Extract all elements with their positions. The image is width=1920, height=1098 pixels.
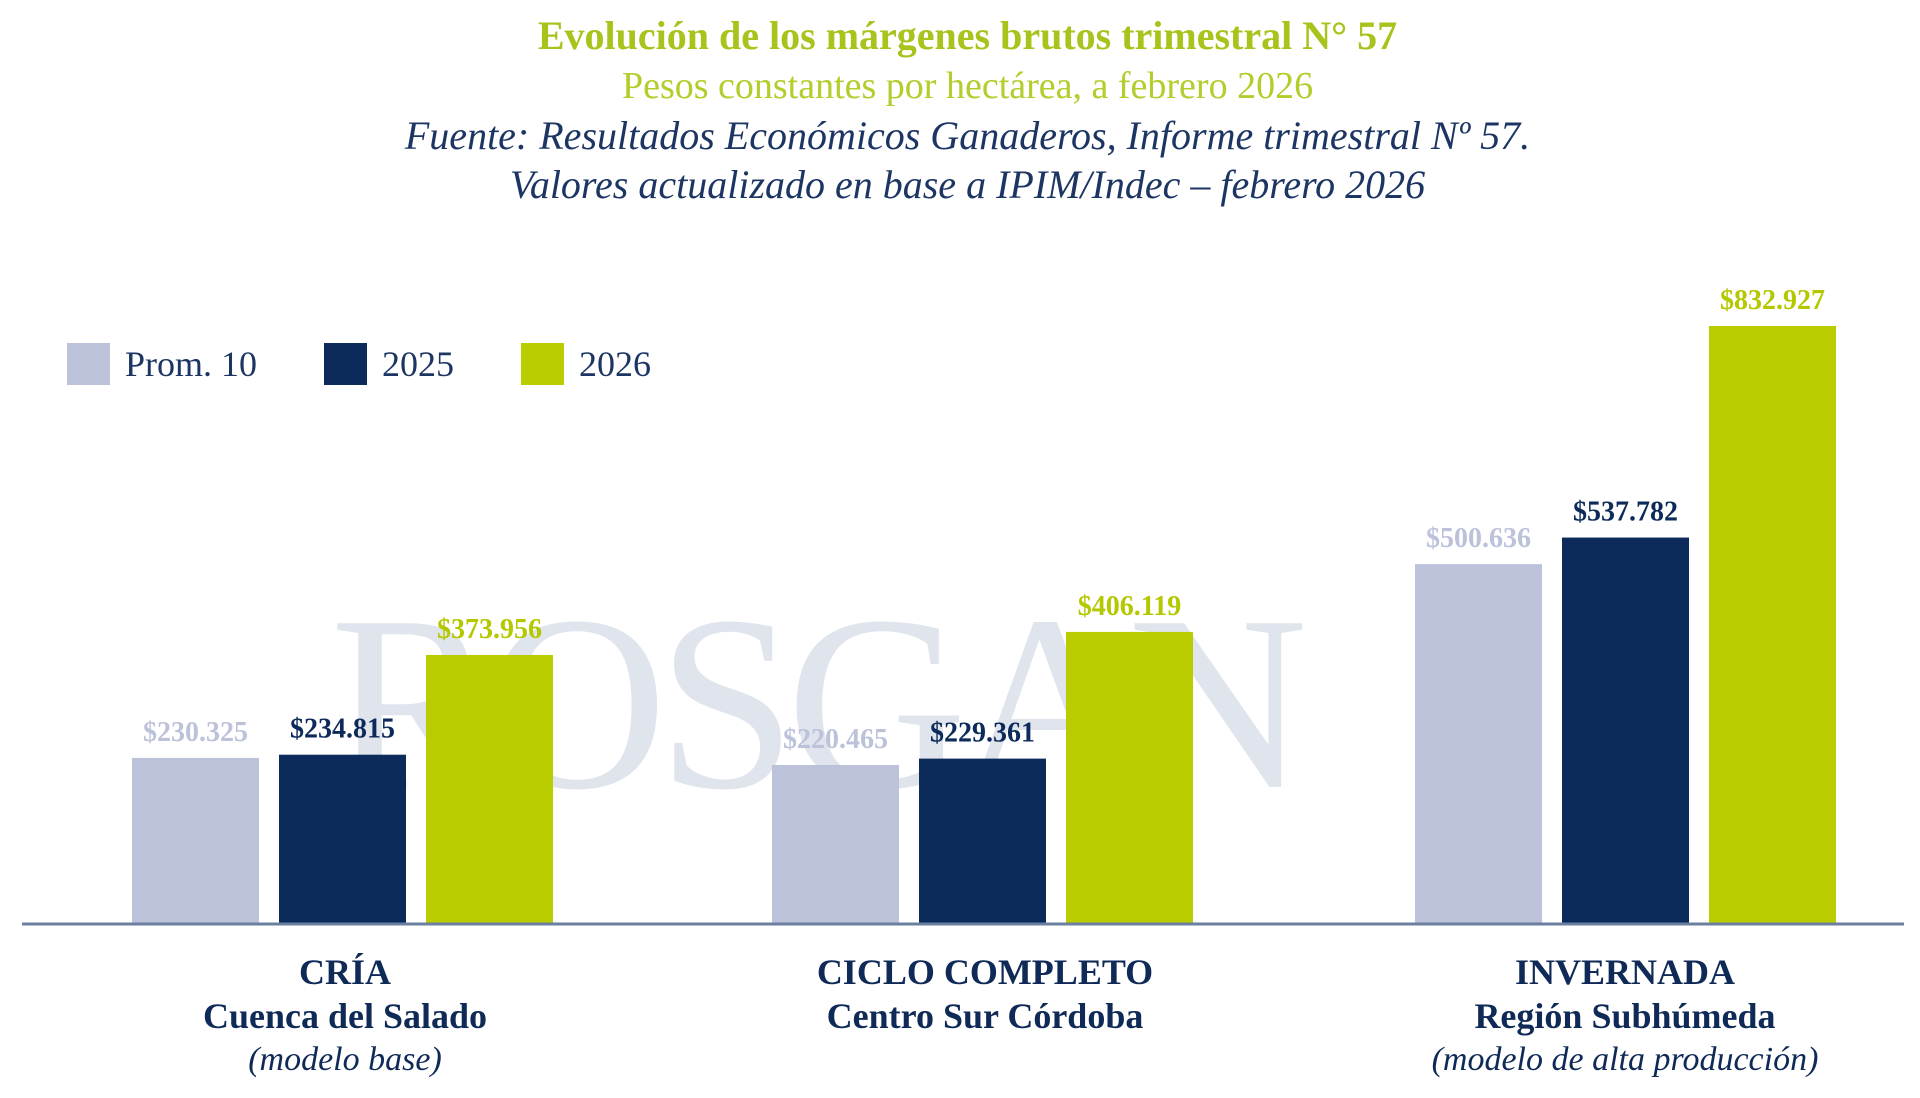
category-name: CRÍA [298, 952, 391, 992]
legend-swatch [324, 343, 367, 385]
category-name: INVERNADA [1514, 952, 1735, 992]
legend-item-2025: 2025 [324, 343, 454, 385]
category-region: Región Subhúmeda [1474, 996, 1776, 1036]
data-label: $832.927 [1720, 285, 1825, 316]
data-label: $537.782 [1573, 497, 1678, 528]
category-name: CICLO COMPLETO [816, 952, 1154, 992]
bar-2025-2 [1562, 537, 1689, 923]
legend-item-2026: 2026 [521, 343, 651, 385]
bar-2026-1 [1066, 631, 1193, 923]
category-label-ciclo-completo: CICLO COMPLETO Centro Sur Córdoba [665, 950, 1305, 1038]
data-label: $220.465 [783, 724, 888, 755]
data-label: $229.361 [930, 718, 1035, 749]
bar-2026-2 [1709, 326, 1836, 923]
bar-2025-0 [279, 754, 406, 923]
category-model: (modelo base) [248, 1041, 442, 1078]
legend-item-prom10: Prom. 10 [67, 343, 257, 385]
category-label-cria: CRÍA Cuenca del Salado (modelo base) [25, 950, 665, 1082]
bar-prom10-0 [132, 757, 259, 923]
data-label: $373.956 [437, 614, 542, 645]
bar-2025-1 [919, 758, 1046, 923]
category-region: Centro Sur Córdoba [826, 996, 1144, 1036]
data-label: $500.636 [1426, 523, 1531, 554]
legend-swatch [67, 343, 110, 385]
legend-label: Prom. 10 [125, 344, 258, 384]
data-label: $234.815 [290, 714, 395, 745]
legend-label: 2025 [382, 344, 454, 384]
data-label: $406.119 [1078, 591, 1181, 622]
legend-label: 2026 [579, 344, 651, 384]
bar-prom10-1 [772, 764, 899, 923]
category-model: (modelo de alta producción) [1431, 1041, 1819, 1078]
bar-2026-0 [426, 654, 553, 923]
chart-title: Evolución de los márgenes brutos trimest… [537, 13, 1398, 58]
source-note: Fuente: Resultados Económicos Ganaderos,… [404, 113, 1531, 158]
legend-swatch [521, 343, 564, 385]
chart-subtitle: Pesos constantes por hectárea, a febrero… [621, 65, 1314, 107]
data-label: $230.325 [143, 717, 248, 748]
category-label-invernada: INVERNADA Región Subhúmeda (modelo de al… [1305, 950, 1920, 1082]
bar-prom10-2 [1415, 564, 1542, 923]
category-region: Cuenca del Salado [202, 996, 488, 1036]
values-note: Valores actualizado en base a IPIM/Indec… [509, 162, 1426, 207]
